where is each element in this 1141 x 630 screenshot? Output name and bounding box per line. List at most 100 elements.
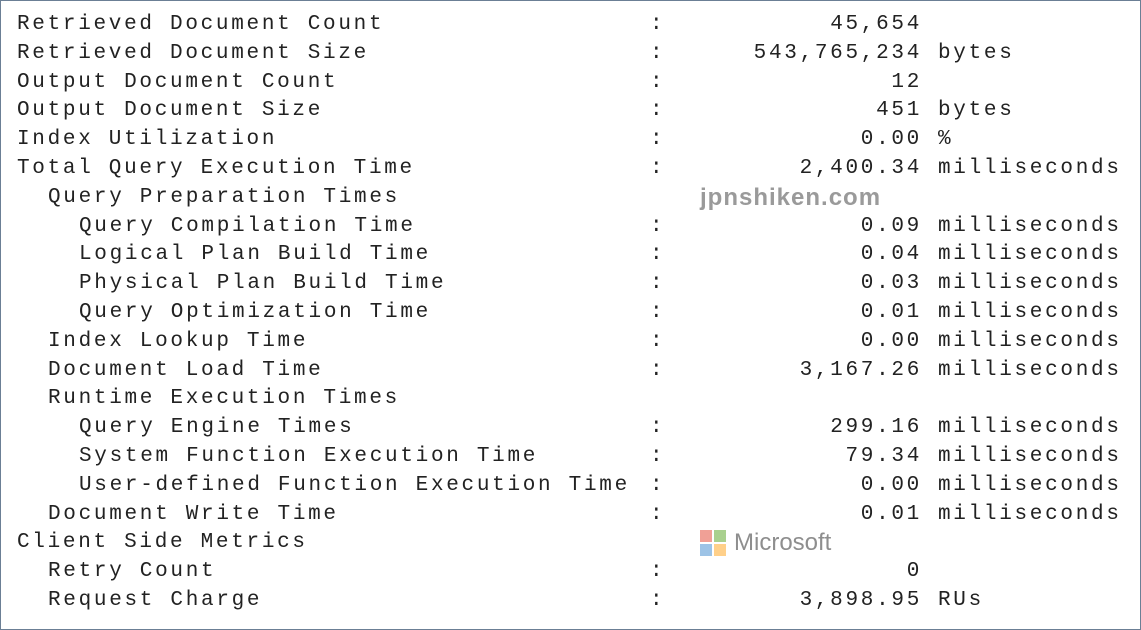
metric-label: Document Write Time [48,502,339,526]
metric-label: Retrieved Document Size [17,41,369,65]
metric-row: Total Query Execution Time: 2,400.34 milli… [0,154,1141,183]
metric-label: System Function Execution Time [79,445,539,468]
metric-unit: milliseconds [938,473,1122,497]
separator: : [650,41,666,65]
separator: : [650,272,666,296]
metric-unit: % [938,128,954,152]
metric-unit: bytes [938,99,1015,123]
metric-row: Query Preparation Times [0,183,1141,212]
metric-value: 0.09 [860,214,922,238]
metric-row: Logical Plan Build Time: 0.04 milliseconds [0,240,1141,269]
metric-label: Client Side Metrics [17,531,308,555]
metric-unit: milliseconds [938,243,1122,267]
metric-row: Index Utilization: 0.00% [0,125,1141,154]
microsoft-logo-text: Microsoft [734,529,832,556]
metric-label: Physical Plan Build Time [79,272,447,296]
metric-row: Query Engine Times: 299.16 milliseconds [0,413,1141,442]
metric-row: Output Document Count: 12 [0,68,1141,97]
metric-unit: milliseconds [938,272,1122,296]
metric-value: 12 [891,70,922,94]
separator: : [650,214,666,238]
metric-label: Query Engine Times [79,416,355,440]
metric-value: 0.00 [860,128,922,152]
metric-label: User-defined Function Execution Time [79,473,630,497]
metric-value: 0.00 [860,329,922,353]
logo-square-green [714,530,726,542]
separator: : [650,502,666,526]
metric-row: Output Document Size: 451 bytes [0,96,1141,125]
separator: : [650,99,666,123]
metric-row: User-defined Function Execution Time: 0.0… [0,471,1141,500]
metric-label: Query Preparation Times [48,185,400,209]
metric-value: 0.01 [860,502,922,526]
metric-row: Index Lookup Time: 0.00 milliseconds [0,327,1141,356]
metric-label: Query Compilation Time [79,214,416,238]
separator: : [650,128,666,152]
metric-unit: bytes [938,41,1015,65]
metric-unit: milliseconds [938,329,1122,353]
metric-unit: milliseconds [938,445,1122,468]
metric-label: Retry Count [48,560,217,584]
separator: : [650,358,666,382]
metric-value: 0.00 [860,473,922,497]
metric-row: Retrieved Document Size: 543,765,234 bytes [0,39,1141,68]
metric-value: 0.01 [860,301,922,324]
watermark-text: jpnshiken.com [700,184,882,211]
metric-unit: milliseconds [938,502,1122,526]
metric-value: 543,765,234 [753,41,922,65]
separator: : [650,13,666,36]
metric-row: Client Side Metrics [0,528,1141,557]
separator: : [650,70,666,94]
metric-unit: milliseconds [938,214,1122,238]
metric-value: 0.03 [860,272,922,296]
metric-unit: milliseconds [938,358,1122,382]
metric-value: 451 [876,99,922,123]
metric-label: Output Document Count [17,70,339,94]
metric-unit: milliseconds [938,301,1122,324]
metric-value: 3,167.26 [799,358,922,382]
metric-label: Output Document Size [17,99,324,123]
metric-value: 79.34 [845,445,922,468]
metric-value: 3,898.95 [799,589,922,612]
metric-value: 0.04 [860,243,922,267]
metric-label: Request Charge [48,589,263,612]
metric-row: Document Load Time: 3,167.26 milliseconds [0,356,1141,385]
metric-label: Logical Plan Build Time [79,243,431,267]
metric-label: Index Lookup Time [48,329,309,353]
metric-label: Document Load Time [48,358,324,382]
separator: : [650,560,666,584]
metric-value: 2,400.34 [799,157,922,180]
metric-row: Request Charge: 3,898.95 RUs [0,586,1141,615]
metric-row: Document Write Time: 0.01 milliseconds [0,500,1141,529]
metric-row: Query Compilation Time: 0.09 milliseconds [0,212,1141,241]
metric-unit: RUs [938,589,984,612]
separator: : [650,473,666,497]
metric-value: 45,654 [830,13,922,36]
separator: : [650,445,666,468]
logo-square-red [700,530,712,542]
separator: : [650,589,666,612]
metric-row: Runtime Execution Times [0,384,1141,413]
logo-square-yellow [714,544,726,556]
metric-unit: milliseconds [938,416,1122,440]
separator: : [650,243,666,267]
separator: : [650,416,666,440]
separator: : [650,157,666,180]
metric-label: Total Query Execution Time [17,157,415,180]
metric-label: Query Optimization Time [79,301,431,324]
metric-row: System Function Execution Time: 79.34 mill… [0,442,1141,471]
metric-label: Index Utilization [17,128,278,152]
metric-row: Retry Count: 0 [0,557,1141,586]
metric-row: Physical Plan Build Time: 0.03 millisecond… [0,269,1141,298]
metric-value: 0 [906,560,922,584]
microsoft-logo [700,530,726,556]
metric-label: Runtime Execution Times [48,387,400,411]
metric-label: Retrieved Document Count [17,13,385,36]
metric-row: Query Optimization Time: 0.01 milliseconds [0,298,1141,327]
metric-row: Retrieved Document Count: 45,654 [0,10,1141,39]
separator: : [650,301,666,324]
metric-unit: milliseconds [938,157,1122,180]
metric-value: 299.16 [830,416,922,440]
logo-square-blue [700,544,712,556]
separator: : [650,329,666,353]
